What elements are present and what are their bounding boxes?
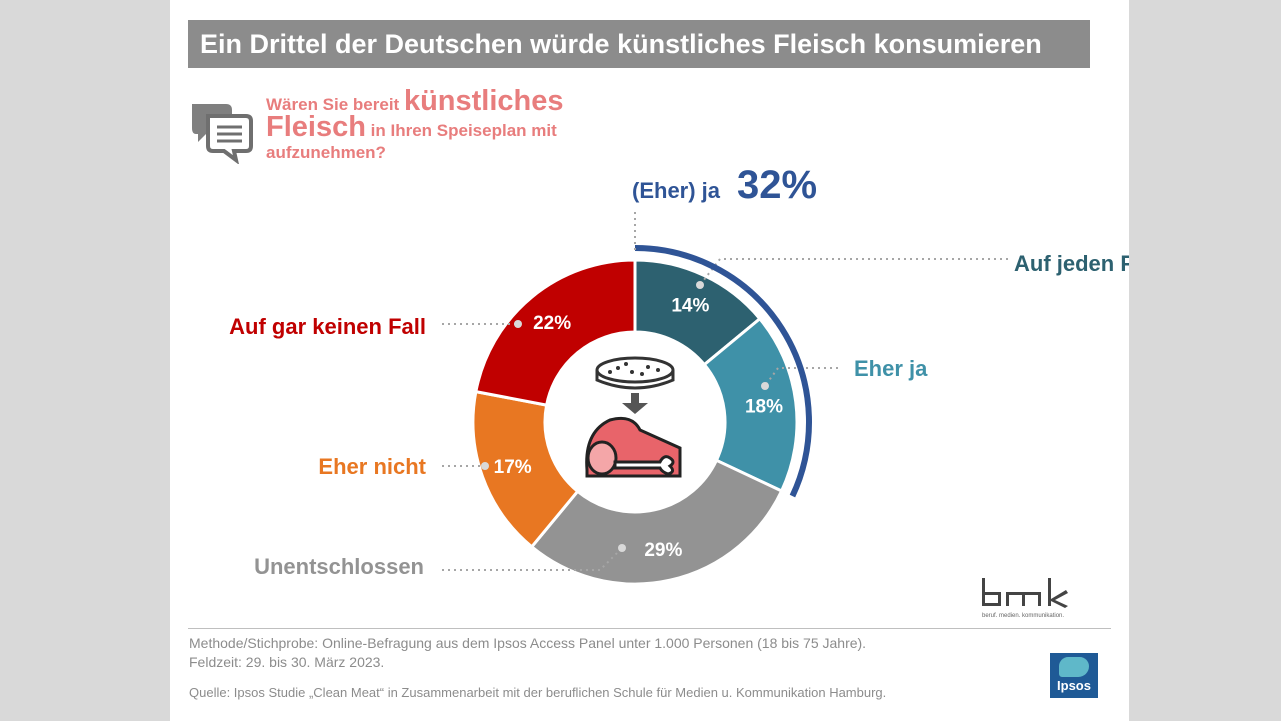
method-note: Methode/Stichprobe: Online-Befragung aus…: [189, 634, 1069, 672]
slice-value-label: 29%: [644, 540, 682, 561]
petri-dish-dot: [646, 365, 650, 369]
donut-slice-2: [702, 316, 799, 493]
ipsos-logo: Ipsos: [1050, 653, 1098, 698]
ipsos-logo-mark: [1059, 657, 1089, 677]
donut-chart: 14% 18% 29% 17% 22% Auf jeden Fall Eher ja Unen…: [229, 163, 1129, 586]
petri-dish-dot: [608, 370, 612, 374]
meat-cut-face: [586, 440, 618, 476]
category-label: Auf gar keinen Fall: [229, 314, 426, 339]
slice-value-label: 14%: [671, 295, 709, 316]
leader-line: [699, 258, 1008, 286]
bmk-logo-mark: beruf. medien. kommunikation.: [982, 578, 1068, 619]
speech-bubbles-icon: [192, 104, 253, 164]
donut-slice-3: [529, 458, 784, 586]
leader-dot: [514, 320, 522, 328]
method-text: Methode/Stichprobe: Online-Befragung aus…: [189, 635, 867, 651]
leader-dot: [481, 462, 489, 470]
petri-dish-dot: [616, 366, 620, 370]
category-label: Auf jeden Fall: [1014, 251, 1129, 276]
question-emph2: Fleisch: [266, 111, 366, 143]
question-emph1: künstliches: [403, 85, 564, 117]
slice-value-label: 17%: [494, 457, 532, 478]
group-value: 32%: [737, 163, 817, 207]
donut-slice-5: [474, 258, 637, 407]
bmk-logo: beruf. medien. kommunikation.: [980, 574, 1100, 622]
leader-line: [442, 547, 623, 571]
petri-dish-dot: [656, 368, 660, 372]
slice-value-label: 18%: [745, 397, 783, 418]
survey-question: Wären Sie bereit künstliches Fleisch in I…: [266, 87, 626, 164]
arrow-down-head: [622, 403, 648, 414]
leader-dot: [618, 544, 626, 552]
slide: Ein Drittel der Deutschen würde künstlic…: [170, 0, 1129, 721]
petri-dish-dot: [630, 370, 634, 374]
petri-dish-icon: [595, 356, 675, 384]
category-label: Unentschlossen: [254, 554, 424, 579]
category-label: Eher nicht: [318, 454, 426, 479]
arrow-down-icon: [631, 393, 639, 403]
fieldwork-text: Feldzeit: 29. bis 30. März 2023.: [189, 654, 385, 670]
petri-dish-dot: [624, 362, 628, 366]
footer-divider: [188, 628, 1111, 629]
center-icons: [585, 356, 682, 478]
leader-dot: [761, 382, 769, 390]
question-part1: Wären Sie bereit: [266, 95, 404, 114]
source-note: Quelle: Ipsos Studie „Clean Meat“ in Zus…: [189, 685, 887, 700]
question-part2: in Ihren Speiseplan mit aufzunehmen?: [266, 121, 557, 162]
leader-line: [764, 367, 838, 387]
leader-dot: [696, 281, 704, 289]
petri-dish-dot: [640, 372, 644, 376]
bmk-tagline: beruf. medien. kommunikation.: [982, 613, 1064, 619]
group-bracket-arc: [634, 245, 812, 498]
page-title: Ein Drittel der Deutschen würde künstlic…: [188, 20, 1090, 68]
slice-value-label: 22%: [533, 313, 571, 334]
category-label: Eher ja: [854, 356, 928, 381]
group-label: (Eher) ja: [632, 178, 721, 203]
petri-dish-base: [595, 370, 675, 390]
ipsos-logo-text: Ipsos: [1057, 678, 1091, 693]
meat-bone: [613, 455, 675, 476]
